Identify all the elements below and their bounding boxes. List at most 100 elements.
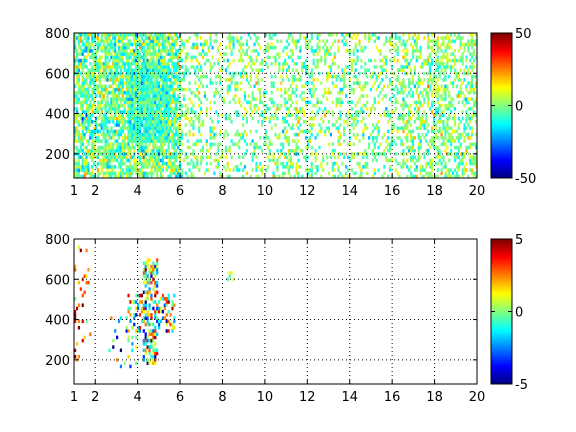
heatmap-cell [348, 100, 352, 105]
heatmap-cell [205, 139, 208, 143]
colorbar-segment [491, 316, 512, 319]
heatmap-cell [114, 52, 117, 56]
colorbar-segment [491, 60, 512, 63]
heatmap-cell [385, 139, 388, 143]
heatmap-cell [121, 113, 124, 118]
heatmap-cell [270, 81, 273, 85]
heatmap-cell [159, 113, 163, 118]
colorbar-tick-label: 0 [515, 100, 523, 115]
heatmap-cell [320, 116, 323, 121]
heatmap-cell [74, 171, 77, 176]
heatmap-cell [402, 161, 405, 166]
heatmap-cell [201, 123, 205, 127]
heatmap-cell [152, 261, 155, 266]
heatmap-cell [81, 129, 84, 134]
heatmap-cell [81, 132, 84, 137]
heatmap-cell [133, 107, 136, 111]
heatmap-cell [74, 309, 77, 314]
heatmap-cell [293, 74, 296, 79]
heatmap-cell [175, 168, 178, 172]
heatmap-cell [182, 78, 186, 82]
heatmap-cell [253, 149, 256, 153]
heatmap-cell [146, 261, 149, 266]
heatmap-cell [327, 126, 331, 130]
heatmap-cell [135, 116, 138, 121]
heatmap-cell [161, 58, 165, 63]
heatmap-cell [465, 116, 468, 121]
heatmap-cell [375, 74, 378, 79]
heatmap-cell [104, 126, 107, 130]
heatmap-cell [283, 45, 287, 50]
heatmap-cell [417, 97, 420, 101]
heatmap-cell [161, 36, 165, 40]
heatmap-cell [148, 277, 151, 282]
heatmap-cell [119, 113, 123, 118]
heatmap-cell [133, 158, 136, 163]
heatmap-cell [404, 103, 407, 108]
heatmap-cell [255, 142, 258, 147]
heatmap-cell [150, 55, 153, 60]
heatmap-cell [232, 142, 235, 147]
heatmap-cell [161, 165, 165, 169]
heatmap-cell [91, 152, 94, 156]
heatmap-cell [417, 149, 420, 153]
heatmap-cell [133, 110, 136, 114]
heatmap-cell [96, 74, 100, 79]
heatmap-cell [341, 174, 344, 179]
heatmap-cell [112, 158, 115, 163]
heatmap-cell [264, 49, 268, 53]
heatmap-cell [220, 149, 224, 153]
heatmap-cell [138, 293, 142, 298]
heatmap-cell [131, 94, 134, 98]
heatmap-cell [140, 136, 144, 140]
heatmap-cell [173, 62, 176, 66]
heatmap-cell [74, 132, 77, 137]
heatmap-cell [156, 145, 159, 150]
heatmap-cell [472, 161, 476, 166]
colorbar-segment [491, 282, 512, 285]
colorbar-segment [491, 263, 512, 267]
heatmap-cell [459, 87, 462, 92]
heatmap-cell [161, 97, 165, 101]
heatmap-cell [264, 132, 268, 137]
heatmap-cell [114, 107, 117, 111]
heatmap-cell [232, 277, 235, 282]
heatmap-cell [301, 107, 304, 111]
heatmap-cell [83, 132, 86, 137]
heatmap-cell [133, 58, 136, 63]
heatmap-cell [154, 126, 157, 130]
heatmap-cell [137, 62, 140, 66]
heatmap-cell [133, 136, 136, 140]
heatmap-cell [169, 165, 172, 169]
heatmap-cell [192, 161, 195, 166]
heatmap-cell [272, 81, 275, 85]
heatmap-cell [459, 158, 462, 163]
heatmap-cell [140, 49, 144, 53]
heatmap-cell [287, 97, 291, 101]
heatmap-cell [146, 97, 149, 101]
heatmap-cell [289, 174, 292, 179]
plot-frame-top [73, 32, 478, 179]
heatmap-cell [385, 107, 388, 111]
heatmap-cell [100, 168, 103, 172]
heatmap-cell [451, 65, 455, 69]
heatmap-cell [75, 165, 79, 169]
heatmap-cell [469, 142, 472, 147]
heatmap-cell [463, 94, 466, 98]
heatmap-cell [77, 33, 81, 37]
heatmap-cell [413, 168, 416, 172]
heatmap-cell [429, 171, 432, 176]
heatmap-cell [102, 116, 105, 121]
heatmap-cell [459, 36, 462, 40]
heatmap-cell [142, 261, 145, 266]
heatmap-cell [346, 155, 350, 159]
heatmap-cell [148, 107, 151, 111]
heatmap-cell [438, 103, 441, 108]
heatmap-cell [142, 84, 145, 89]
heatmap-cell [423, 168, 426, 172]
heatmap-cell [129, 313, 132, 317]
heatmap-cell [188, 120, 191, 124]
heatmap-cell [165, 313, 168, 317]
heatmap-cell [121, 161, 124, 166]
heatmap-cell [154, 264, 157, 269]
